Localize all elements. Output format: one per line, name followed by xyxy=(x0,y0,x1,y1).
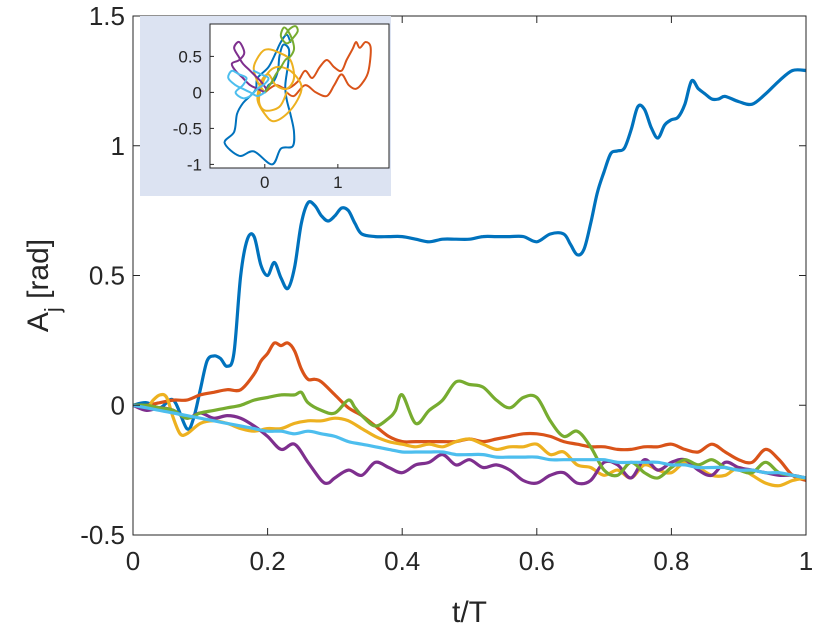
inset-x-tick-label: 0 xyxy=(260,173,269,192)
x-tick-label: 0.2 xyxy=(250,546,286,576)
inset-series-line-3 xyxy=(252,48,303,123)
series-line-6 xyxy=(133,403,806,480)
inset-y-tick-label: 0 xyxy=(193,83,202,102)
y-tick-label: 0 xyxy=(111,390,125,420)
x-tick-label: 0.6 xyxy=(519,546,555,576)
inset-axes-box xyxy=(209,23,390,169)
x-tick-label: 0.8 xyxy=(653,546,689,576)
inset-y-tick-label: 0.5 xyxy=(178,47,202,66)
inset-series-line-5 xyxy=(263,25,299,94)
inset-plot: 0 1 -1 -0.5 0 0.5 xyxy=(140,16,391,196)
inset-y-tick-label: -0.5 xyxy=(173,119,202,138)
y-axis-title-main: A xyxy=(22,312,55,332)
series-line-4 xyxy=(133,403,806,486)
y-tick-label: 1.5 xyxy=(89,1,125,31)
y-axis-title: Aj [rad] xyxy=(22,239,65,332)
inset-series-line-2 xyxy=(263,41,372,98)
inset-series-line-6 xyxy=(227,69,270,100)
x-tick-label: 1 xyxy=(799,546,813,576)
main-series-group xyxy=(133,68,806,488)
series-line-5 xyxy=(133,379,806,480)
series-line-2 xyxy=(133,341,806,483)
inset-series-group xyxy=(223,25,372,166)
y-tick-label: 0.5 xyxy=(89,261,125,291)
series-line-1 xyxy=(133,68,806,431)
inset-y-tick-label: -1 xyxy=(187,155,202,174)
y-tick-label: 1 xyxy=(111,131,125,161)
y-axis-title-unit: [rad] xyxy=(22,239,55,307)
inset-x-tick-label: 1 xyxy=(333,173,342,192)
inset-series-line-4 xyxy=(230,40,268,94)
y-tick-label: -0.5 xyxy=(80,520,125,550)
x-axis-title: t/T xyxy=(452,596,487,629)
y-axis-title-subscript: j xyxy=(40,307,65,313)
x-tick-label: 0 xyxy=(126,546,140,576)
main-plot: 0 0.2 0.4 0.6 0.8 1-0.500.511.5t/TAj [rad] xyxy=(22,1,813,629)
x-tick-label: 0.4 xyxy=(384,546,420,576)
